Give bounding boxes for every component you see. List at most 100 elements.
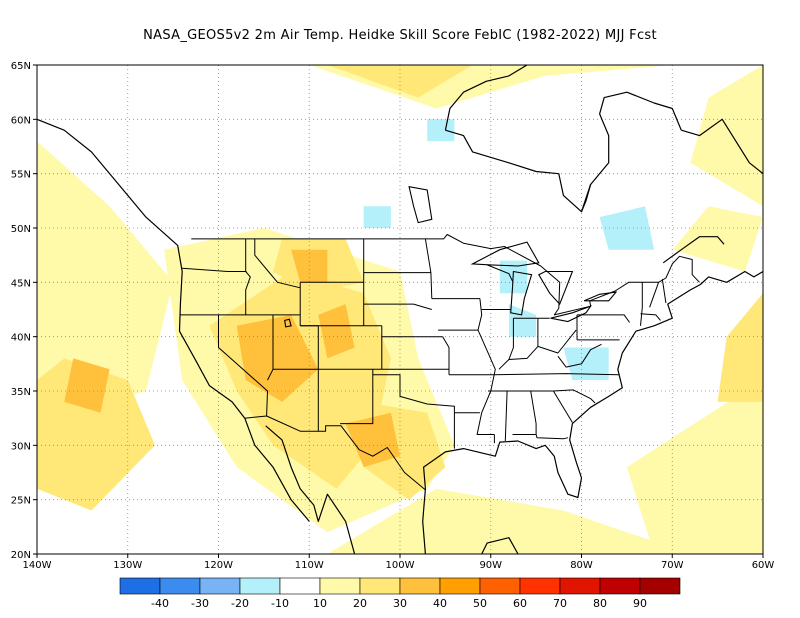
- colorbar-label: 70: [553, 597, 567, 610]
- colorbar-swatch: [319, 577, 361, 595]
- wi-mi: [486, 264, 513, 282]
- skill-region-23: [363, 206, 391, 228]
- pacific-coast: [37, 118, 310, 522]
- us-mexico-border: [244, 415, 426, 491]
- lat-tick-label: 60N: [11, 115, 31, 126]
- va-wv-ky: [557, 343, 602, 368]
- colorbar-label: 20: [353, 597, 367, 610]
- colorbar-swatch: [359, 577, 401, 595]
- skill-region-15: [64, 358, 110, 413]
- colorbar-swatch: [559, 577, 601, 595]
- mn-west: [424, 238, 433, 299]
- lake-ontario: [583, 291, 618, 302]
- ms-al: [504, 390, 508, 442]
- lon-tick-label: 70W: [661, 560, 684, 571]
- skill-region-0: [37, 141, 174, 554]
- colorbar-swatch: [159, 577, 201, 595]
- skill-region-20: [563, 347, 609, 381]
- james-bay: [580, 184, 592, 212]
- colorbar-label: 80: [593, 597, 607, 610]
- ne-sd: [363, 303, 432, 310]
- lon-tick-label: 80W: [570, 560, 593, 571]
- axis-ticks: 140W 130W 120W 110W 100W 90W 80W 70W 60W 20N 25N 30…: [11, 61, 775, 571]
- ny-vt: [640, 282, 643, 326]
- colorbar-swatch: [479, 577, 521, 595]
- colorbar-swatch: [119, 577, 161, 595]
- colorbar-swatch: [279, 577, 321, 595]
- lon-tick-label: 90W: [479, 560, 502, 571]
- lake-superior: [470, 241, 540, 267]
- colorbar-label: 40: [433, 597, 447, 610]
- colorbar-swatch: [199, 577, 241, 595]
- al-ga: [530, 390, 537, 435]
- lon-tick-label: 130W: [113, 560, 142, 571]
- skill-region-3: [626, 314, 763, 554]
- wa-or: [182, 267, 247, 272]
- skill-region-18: [508, 304, 537, 337]
- id-west: [245, 238, 251, 315]
- skill-region-6: [672, 206, 763, 272]
- lat-tick-label: 30N: [11, 441, 31, 452]
- map-plot-area: [37, 65, 763, 554]
- skill-region-14: [345, 412, 400, 468]
- colorbar-label: 10: [313, 597, 327, 610]
- colorbar-label: 60: [513, 597, 527, 610]
- lat-tick-label: 55N: [11, 170, 31, 181]
- ky-tn: [494, 373, 619, 376]
- labrador: [681, 118, 763, 175]
- skill-region-16: [318, 304, 355, 359]
- lat-tick-label: 35N: [11, 387, 31, 398]
- baja-gulf-coast: [265, 425, 356, 554]
- skill-region-22: [427, 119, 455, 142]
- colorbar-label: -30: [191, 597, 209, 610]
- lake-huron: [538, 270, 574, 306]
- fl-north: [512, 434, 569, 440]
- nm-tx: [340, 369, 374, 425]
- colorbar: -40 -30 -20 -10 10 20 30 40 50 60 70 80 90: [119, 577, 681, 610]
- lat-tick-label: 20N: [11, 550, 31, 561]
- mississippi-river: [476, 298, 496, 435]
- lat-tick-label: 50N: [11, 224, 31, 235]
- map-title: NASA_GEOS5v2 2m Air Temp. Heidke Skill S…: [143, 28, 657, 43]
- mo-west: [442, 336, 450, 375]
- lat-tick-label: 65N: [11, 61, 31, 72]
- lon-tick-label: 110W: [295, 560, 324, 571]
- colorbar-label: -10: [271, 597, 289, 610]
- great-salt-lake: [284, 318, 292, 328]
- lake-michigan: [510, 270, 533, 316]
- il-in: [508, 318, 514, 360]
- geographic-lines: [37, 65, 763, 554]
- skill-region-5: [690, 65, 763, 207]
- colorbar-swatch: [239, 577, 281, 595]
- ga-sc: [552, 390, 573, 423]
- lon-tick-label: 100W: [386, 560, 415, 571]
- tn-south: [488, 389, 596, 404]
- ca-nv: [218, 314, 268, 417]
- lake-winnipeg: [408, 186, 433, 224]
- us-canada-border: [191, 234, 700, 316]
- colorbar-label: -20: [231, 597, 249, 610]
- yucatan: [481, 537, 519, 554]
- pa-ny: [577, 314, 631, 323]
- vt-nh: [649, 282, 660, 308]
- colorbar-label: 30: [393, 597, 407, 610]
- lon-tick-label: 60W: [752, 560, 775, 571]
- lake-erie: [550, 305, 593, 323]
- ma-south: [640, 313, 661, 321]
- st-lawrence: [662, 236, 725, 264]
- lon-tick-label: 140W: [23, 560, 52, 571]
- colorbar-swatch: [519, 577, 561, 595]
- colorbar-swatch: [439, 577, 481, 595]
- skill-region-11: [717, 293, 763, 402]
- colorbar-label: -40: [151, 597, 169, 610]
- colorbar-label: 50: [473, 597, 487, 610]
- lat-tick-label: 45N: [11, 278, 31, 289]
- lon-tick-label: 120W: [204, 560, 233, 571]
- id-mt: [254, 238, 301, 289]
- colorbar-swatch: [639, 577, 681, 595]
- hudson-bay-west: [444, 65, 528, 131]
- colorbar-label: 90: [633, 597, 647, 610]
- colorbar-swatch: [599, 577, 641, 595]
- skill-region-2: [327, 488, 691, 554]
